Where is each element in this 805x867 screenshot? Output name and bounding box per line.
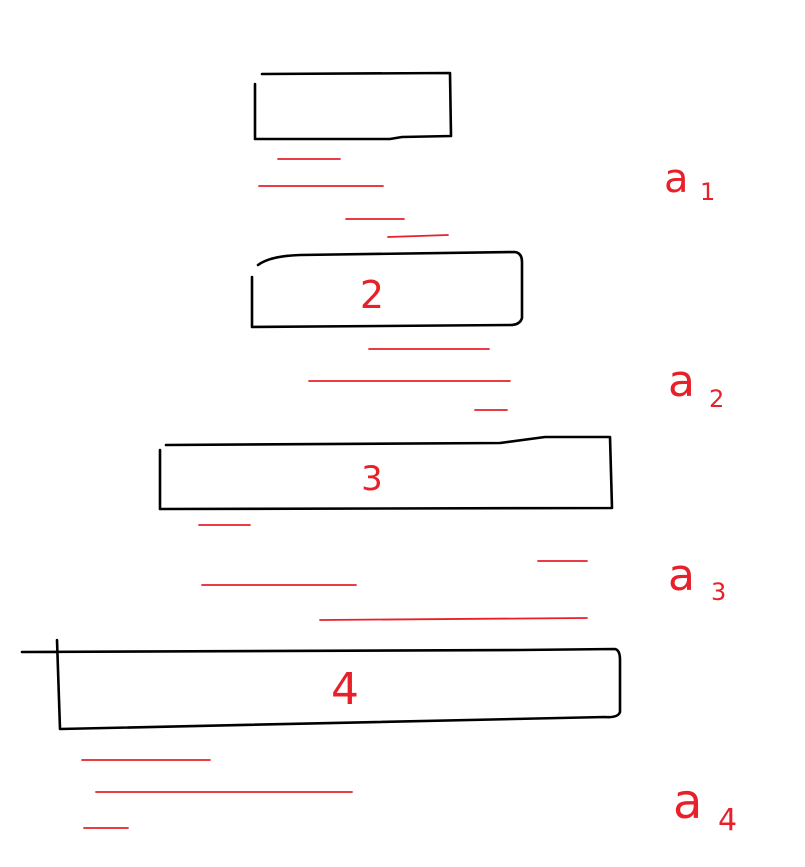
annotation-a3-letter: a	[668, 550, 695, 601]
annotation-a1-letter: a	[664, 156, 689, 202]
box-1-outline	[253, 71, 453, 141]
box-4-outline	[20, 638, 622, 731]
box-2-outline	[250, 250, 524, 329]
annotation-a2: a 2	[668, 356, 724, 413]
annotation-a4-subscript: 4	[718, 803, 737, 838]
annotation-a3-subscript: 3	[711, 578, 726, 606]
box-2	[250, 250, 524, 329]
stroke-group-3	[198, 524, 588, 621]
annotation-a2-subscript: 2	[709, 385, 724, 413]
stroke-group-1	[258, 158, 449, 238]
red-stroke	[387, 234, 449, 238]
box-2-label: 2	[360, 273, 384, 317]
annotation-a4-letter: a	[673, 774, 702, 830]
box-3	[158, 435, 614, 511]
box-1	[253, 71, 453, 141]
annotation-a3: a 3	[668, 550, 726, 606]
annotation-a2-letter: a	[668, 356, 695, 407]
red-stroke	[319, 617, 588, 621]
box-3-label: 3	[361, 459, 383, 499]
box-4-label: 4	[331, 664, 359, 715]
annotation-a4: a 4	[673, 774, 737, 838]
box-1-label: 1	[340, 91, 362, 131]
stroke-group-2	[308, 348, 511, 411]
stroke-group-4	[81, 759, 353, 829]
box-4	[20, 638, 622, 731]
box-3-outline	[158, 435, 614, 511]
annotation-a1: a 1	[664, 156, 715, 206]
annotation-a1-subscript: 1	[700, 178, 715, 206]
